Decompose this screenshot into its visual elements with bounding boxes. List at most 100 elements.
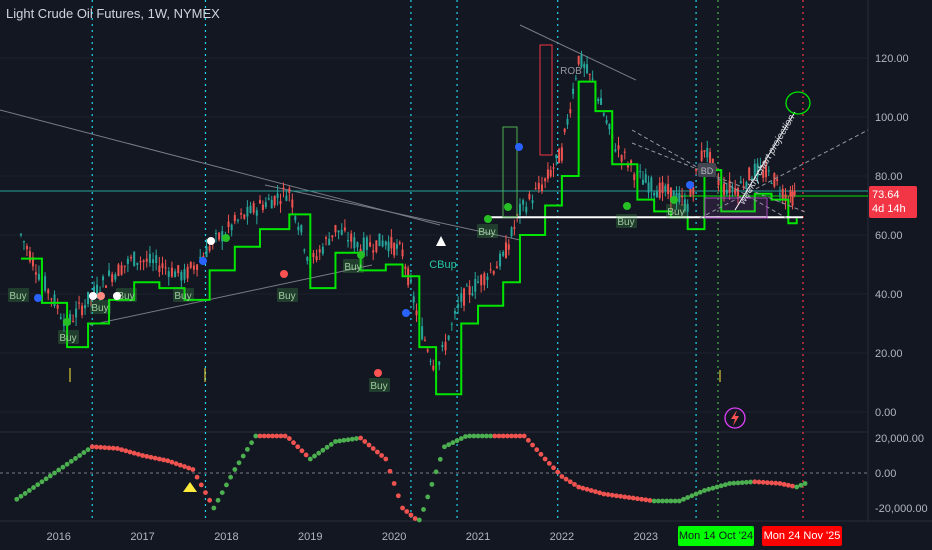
candle-body xyxy=(791,191,794,206)
candle-body xyxy=(776,179,779,181)
candle-body xyxy=(429,360,432,362)
oscillator-dot xyxy=(240,453,246,459)
trendline-lower xyxy=(89,264,373,326)
oscillator-dot xyxy=(148,454,154,460)
oscillator-dot xyxy=(337,438,343,444)
candle-body xyxy=(499,253,502,267)
trendline-top xyxy=(519,24,637,81)
candle-body xyxy=(270,199,273,209)
cbup-marker xyxy=(436,236,446,246)
oscillator-dot xyxy=(509,433,514,439)
candle-body xyxy=(700,150,703,161)
oscillator-dot xyxy=(572,481,577,487)
candle-body xyxy=(789,190,792,197)
candle-body xyxy=(737,188,740,197)
oscillator-dot xyxy=(144,453,150,459)
candle-body xyxy=(540,184,543,192)
oscillator-dot xyxy=(454,438,460,444)
candle-body xyxy=(297,226,300,231)
signal-dot xyxy=(484,215,492,223)
oscillator-dot xyxy=(52,470,57,476)
oscillator-dot xyxy=(429,481,435,487)
oscillator-dot xyxy=(22,491,28,496)
candle-body xyxy=(50,298,53,300)
oscillator-dot xyxy=(320,447,326,453)
candle-body xyxy=(318,249,321,253)
oscillator-dot xyxy=(81,450,87,455)
oscillator-dot xyxy=(102,445,108,451)
oscillator-dot xyxy=(626,495,632,500)
box-green xyxy=(502,126,518,218)
oscillator-dot xyxy=(106,445,112,451)
candle-body xyxy=(273,196,276,206)
oscillator-dot xyxy=(228,474,234,480)
oscillator-dot xyxy=(379,453,384,458)
signal-dot xyxy=(402,309,410,317)
candle-body xyxy=(495,266,498,269)
signal-dot xyxy=(280,270,288,278)
candle-body xyxy=(474,279,477,292)
oscillator-dot xyxy=(26,488,32,493)
candle-body xyxy=(347,239,350,242)
candle-body xyxy=(644,174,647,183)
oscillator-dot xyxy=(517,433,523,439)
oscillator-dot xyxy=(504,433,510,439)
price-tick-label: 120.00 xyxy=(875,53,909,65)
chart-title: Light Crude Oil Futures, 1W, NYMEX xyxy=(6,6,220,21)
candle-body xyxy=(199,256,202,259)
time-tick-label: 2019 xyxy=(298,531,322,543)
oscillator-dot xyxy=(437,456,443,462)
oscillator-dot xyxy=(492,433,498,439)
oscillator-dot xyxy=(634,496,640,502)
candle-body xyxy=(647,182,650,193)
candle-body xyxy=(240,213,243,215)
oscillator-dot xyxy=(697,489,703,495)
buy-label-bg xyxy=(666,204,687,218)
oscillator-dot xyxy=(169,459,175,465)
oscillator-dot xyxy=(488,433,494,439)
candle-body xyxy=(243,214,246,219)
oscillator-dot xyxy=(73,456,78,461)
oscillator-dot xyxy=(412,516,418,521)
oscillator-dot xyxy=(421,507,426,512)
time-tick-label: 2020 xyxy=(382,531,406,543)
candle-body xyxy=(75,308,78,318)
oscillator-dot xyxy=(614,493,619,499)
candle-body xyxy=(480,275,483,286)
candle-body xyxy=(22,241,25,243)
candle-body xyxy=(518,203,521,216)
price-tick-label: 80.00 xyxy=(875,171,903,183)
oscillator-dot xyxy=(760,479,766,485)
oscillator-dot xyxy=(538,451,544,457)
oscillator-dot xyxy=(123,448,129,454)
oscillator-dot xyxy=(794,484,800,490)
candle-body xyxy=(409,279,412,283)
candle-body xyxy=(444,341,447,351)
candle-body xyxy=(415,310,418,316)
oscillator-dot xyxy=(714,484,720,490)
oscillator-dot xyxy=(152,455,158,461)
candle-body xyxy=(572,88,575,95)
buy-label-bg xyxy=(277,288,298,302)
candle-body xyxy=(395,244,398,249)
candle-body xyxy=(438,361,441,365)
buy-label-bg xyxy=(369,378,390,392)
candle-body xyxy=(762,170,765,178)
candle-body xyxy=(447,335,450,340)
oscillator-dot xyxy=(349,436,355,442)
candle-body xyxy=(130,256,133,259)
buy-label-bg xyxy=(116,288,137,302)
oscillator-dot xyxy=(639,496,644,502)
osc-tick-label: -20,000.00 xyxy=(875,503,928,515)
candle-body xyxy=(453,311,456,314)
candle-body xyxy=(37,273,40,280)
candle-body xyxy=(285,195,288,201)
candle-body xyxy=(569,109,572,114)
candle-body xyxy=(489,269,492,271)
candle-body xyxy=(560,147,563,161)
candle-body xyxy=(683,199,686,211)
candle-body xyxy=(56,305,59,309)
oscillator-dot xyxy=(135,451,141,457)
candle-body xyxy=(96,284,99,297)
